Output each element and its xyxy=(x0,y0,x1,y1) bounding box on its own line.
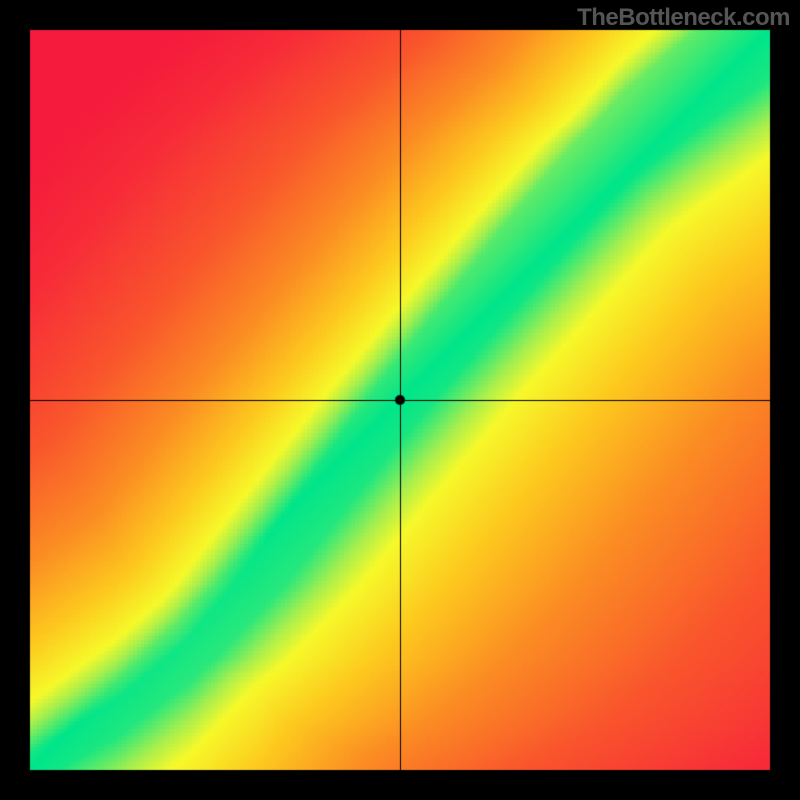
watermark-text: TheBottleneck.com xyxy=(577,4,790,32)
bottleneck-heatmap xyxy=(0,0,800,800)
chart-container: TheBottleneck.com xyxy=(0,0,800,800)
